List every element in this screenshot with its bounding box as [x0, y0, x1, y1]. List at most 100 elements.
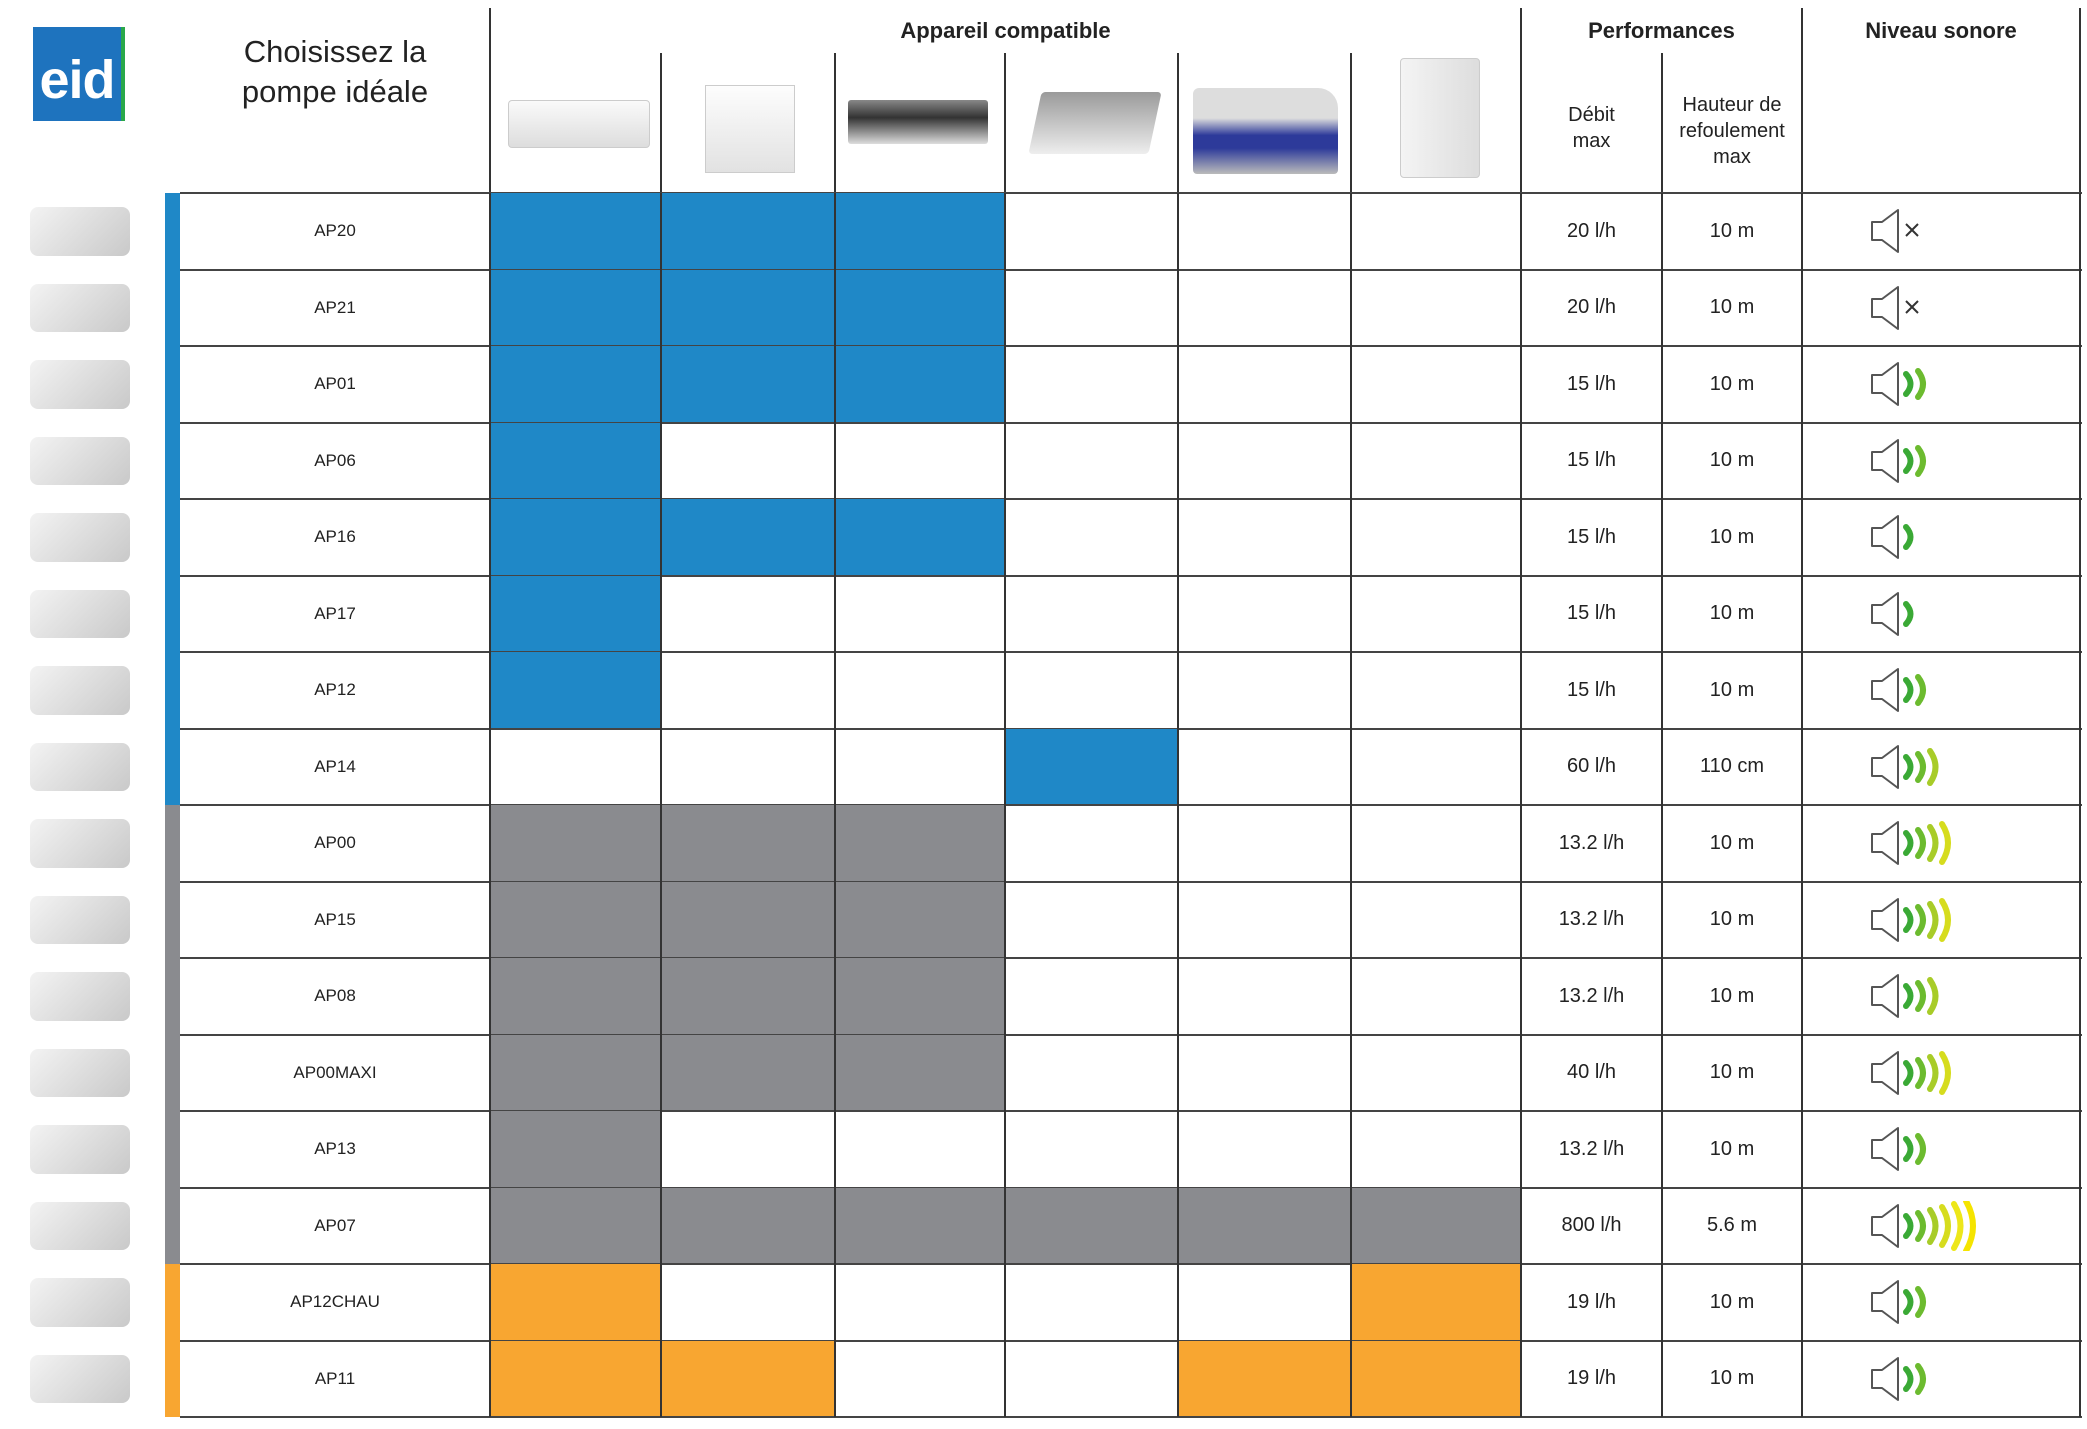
- debit-value: 13.2 l/h: [1558, 831, 1625, 854]
- row-divider: [180, 651, 2082, 653]
- compatible-cell: [835, 881, 1005, 958]
- sound-level-icon: [1868, 1188, 2068, 1265]
- category-bar: [165, 652, 180, 729]
- sound-level-icon: [1868, 1341, 2068, 1418]
- sound-level-icon: [1868, 346, 2068, 423]
- hauteur-value: 10 m: [1709, 1367, 1755, 1390]
- sound-level-icon: [1868, 270, 2068, 347]
- debit-value: 20 l/h: [1567, 296, 1616, 319]
- compatible-cell: [661, 1034, 835, 1111]
- compatible-cell: [661, 958, 835, 1035]
- category-bar: [165, 422, 180, 499]
- compatible-cell: [1005, 1187, 1178, 1264]
- header-hauteur-line: Hauteur de: [1682, 94, 1782, 116]
- debit-value: 15 l/h: [1567, 372, 1616, 395]
- floor-console-ac-icon: [705, 85, 795, 173]
- table-divider: [834, 193, 836, 1417]
- row-divider: [180, 498, 2082, 500]
- title-line-1: Choisissez la: [243, 34, 427, 69]
- compatible-cell: [490, 652, 661, 729]
- hauteur-value: 10 m: [1709, 1061, 1755, 1084]
- row-divider: [180, 1339, 2082, 1342]
- model-name: AP11: [314, 1368, 356, 1388]
- compatible-cell: [835, 193, 1005, 270]
- compatible-cell: [661, 269, 835, 346]
- pump-image-ap00: [30, 819, 130, 868]
- row-divider: [180, 957, 2082, 959]
- pump-image-ap17: [30, 589, 130, 638]
- hauteur-value: 110 cm: [1699, 755, 1765, 778]
- debit-value: 60 l/h: [1567, 755, 1616, 778]
- category-bar: [165, 1034, 180, 1111]
- pump-image-ap21: [30, 283, 130, 332]
- compatible-cell: [490, 193, 661, 270]
- pump-image-ap16: [30, 513, 130, 562]
- hauteur-value: 10 m: [1709, 219, 1755, 242]
- row-divider: [180, 804, 2082, 806]
- category-bar: [165, 1340, 180, 1417]
- debit-value: 13.2 l/h: [1558, 984, 1625, 1007]
- header-debit-max: Débit max: [1521, 102, 1662, 154]
- compatible-cell: [490, 1264, 661, 1341]
- model-name: AP12CHAU: [290, 1292, 380, 1312]
- hauteur-value: 10 m: [1709, 525, 1755, 548]
- row-divider: [180, 268, 2082, 271]
- table-divider: [489, 193, 491, 1417]
- hauteur-value: 10 m: [1709, 602, 1755, 625]
- header-performances: Performances: [1588, 18, 1735, 43]
- model-name: AP21: [314, 297, 356, 317]
- cassette-ac-icon: [1028, 92, 1162, 154]
- pump-image-ap08: [30, 972, 130, 1021]
- table-divider: [1004, 193, 1006, 1417]
- compatible-cell: [490, 1187, 661, 1264]
- table-divider: [2079, 193, 2081, 1417]
- category-bar: [165, 575, 180, 652]
- logo-text: eid: [39, 50, 115, 110]
- compatible-cell: [490, 1340, 661, 1417]
- model-name: AP00: [314, 833, 356, 853]
- model-name: AP15: [314, 909, 356, 929]
- model-name: AP07: [314, 1215, 356, 1235]
- table-divider: [1801, 193, 1803, 1417]
- compatible-cell: [661, 193, 835, 270]
- sound-level-icon: [1868, 576, 2068, 653]
- hauteur-value: 10 m: [1709, 449, 1755, 472]
- header-debit-line: max: [1572, 130, 1611, 152]
- sound-level-icon: [1868, 193, 2068, 270]
- compatible-cell: [1351, 1187, 1521, 1264]
- compatible-cell: [1178, 1187, 1351, 1264]
- pump-image-ap06: [30, 436, 130, 485]
- compatible-cell: [661, 1187, 835, 1264]
- compatible-cell: [1005, 728, 1178, 805]
- sound-level-icon: [1868, 958, 2068, 1035]
- category-bar: [165, 958, 180, 1035]
- refrigerated-display-case-icon: [1193, 88, 1338, 174]
- pump-image-ap14: [30, 742, 130, 791]
- header-appareil-compatible: Appareil compatible: [900, 18, 1111, 43]
- row-divider: [180, 1110, 2082, 1112]
- pump-image-ap12chau: [30, 1278, 130, 1327]
- compatible-cell: [490, 346, 661, 423]
- category-bar: [165, 193, 180, 270]
- compatible-cell: [490, 575, 661, 652]
- compatible-cell: [490, 1111, 661, 1188]
- hauteur-value: 10 m: [1709, 984, 1755, 1007]
- hauteur-value: 10 m: [1709, 372, 1755, 395]
- compatible-cell: [835, 1034, 1005, 1111]
- row-divider: [180, 1263, 2082, 1265]
- debit-value: 20 l/h: [1567, 219, 1616, 242]
- compatible-cell: [661, 499, 835, 576]
- hauteur-value: 10 m: [1709, 1290, 1755, 1313]
- model-name: AP13: [314, 1139, 356, 1159]
- page-title: Choisissez la pompe idéale: [180, 32, 490, 112]
- compatible-cell: [835, 269, 1005, 346]
- header-hauteur-line: refoulement: [1679, 120, 1785, 142]
- compatible-cell: [490, 269, 661, 346]
- header-niveau-sonore: Niveau sonore: [1865, 18, 2017, 43]
- debit-value: 15 l/h: [1567, 449, 1616, 472]
- pump-image-ap01: [30, 360, 130, 409]
- compatible-cell: [490, 1034, 661, 1111]
- header-debit-line: Débit: [1568, 104, 1615, 126]
- compatible-cell: [490, 881, 661, 958]
- sound-level-icon: [1868, 1035, 2068, 1112]
